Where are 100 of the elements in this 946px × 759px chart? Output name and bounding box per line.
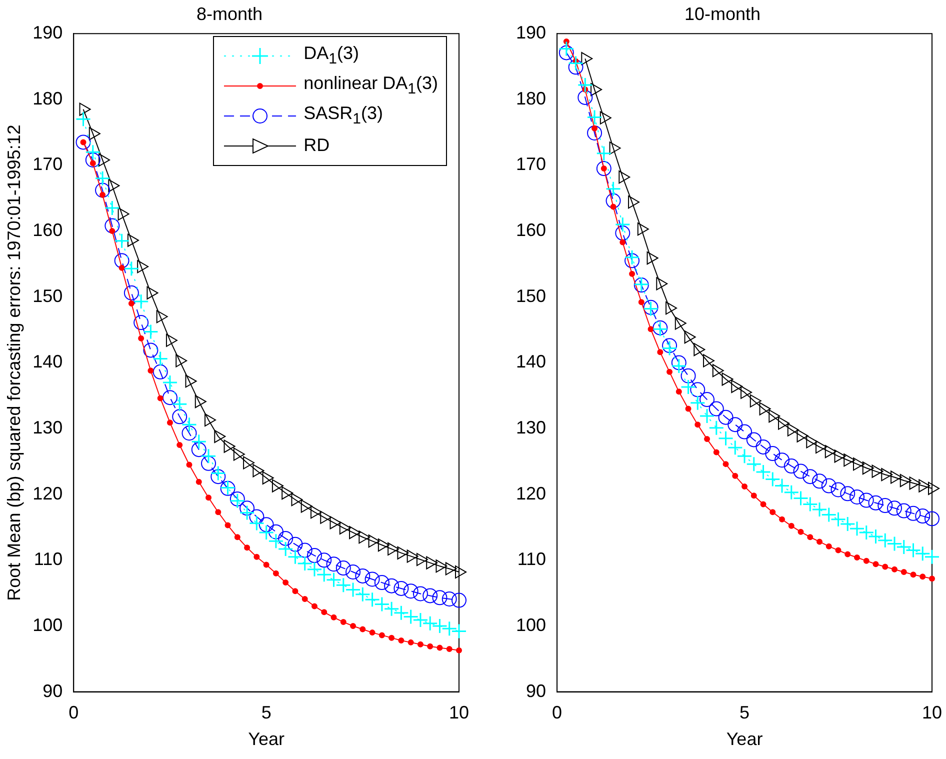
point bbox=[432, 590, 448, 606]
point bbox=[858, 524, 874, 540]
y-tick-label: 180 bbox=[516, 88, 546, 108]
point bbox=[674, 316, 686, 330]
point bbox=[249, 509, 264, 524]
point bbox=[432, 618, 448, 634]
point bbox=[374, 575, 390, 590]
point bbox=[816, 538, 823, 545]
point bbox=[680, 368, 696, 384]
point bbox=[750, 394, 762, 408]
point bbox=[427, 643, 434, 650]
legend-label: RD bbox=[304, 135, 330, 156]
chart-title: 10-month bbox=[684, 4, 761, 24]
point bbox=[456, 647, 462, 654]
point bbox=[268, 524, 284, 540]
point bbox=[722, 461, 729, 468]
point bbox=[600, 111, 612, 124]
point bbox=[152, 351, 168, 366]
point bbox=[292, 588, 298, 594]
point bbox=[872, 561, 879, 568]
point bbox=[770, 509, 776, 516]
point bbox=[854, 554, 860, 561]
point bbox=[924, 511, 940, 526]
point bbox=[900, 569, 907, 576]
y-axis-title: Root Mean (bp) squared forcasting errors: 1970:01-1995:12 bbox=[4, 124, 24, 601]
point bbox=[258, 517, 274, 532]
point bbox=[128, 300, 134, 306]
point bbox=[157, 395, 164, 402]
point bbox=[436, 644, 443, 651]
point bbox=[638, 299, 644, 306]
point bbox=[699, 408, 715, 424]
point bbox=[558, 40, 574, 56]
point bbox=[685, 406, 692, 412]
legend-label: nonlinear DA$_{1}$(3) bbox=[304, 73, 438, 98]
point bbox=[708, 420, 724, 436]
point bbox=[648, 326, 654, 332]
point bbox=[802, 469, 818, 484]
point bbox=[868, 528, 884, 544]
point bbox=[887, 500, 902, 516]
y-tick-label: 110 bbox=[34, 549, 63, 570]
point bbox=[671, 358, 687, 374]
point bbox=[272, 479, 284, 492]
point bbox=[586, 109, 602, 125]
point bbox=[615, 226, 630, 241]
point bbox=[321, 609, 328, 616]
point bbox=[587, 125, 602, 140]
point bbox=[378, 632, 385, 638]
point bbox=[374, 596, 390, 612]
point bbox=[914, 546, 930, 562]
point bbox=[330, 614, 337, 620]
point bbox=[310, 506, 322, 519]
point bbox=[316, 552, 332, 568]
point bbox=[718, 410, 734, 425]
point bbox=[624, 253, 640, 268]
point bbox=[728, 417, 743, 432]
point bbox=[835, 547, 842, 554]
point bbox=[924, 549, 940, 565]
point bbox=[596, 161, 612, 176]
point bbox=[807, 534, 814, 540]
point bbox=[240, 500, 255, 516]
point bbox=[671, 355, 686, 370]
point bbox=[779, 516, 786, 522]
y-tick-label: 180 bbox=[32, 88, 63, 108]
point bbox=[200, 448, 216, 464]
point bbox=[114, 253, 130, 268]
point bbox=[606, 181, 622, 197]
y-tick-label: 190 bbox=[32, 22, 63, 43]
legend-label: SASR$_{1}$(3) bbox=[304, 103, 383, 128]
point bbox=[176, 442, 183, 448]
point bbox=[403, 609, 419, 625]
point bbox=[186, 462, 192, 468]
legend-label: DA$_{1}$(3) bbox=[304, 43, 359, 68]
point bbox=[592, 125, 598, 132]
point bbox=[577, 77, 593, 93]
point bbox=[700, 392, 715, 408]
point bbox=[878, 498, 893, 514]
point bbox=[774, 452, 790, 468]
point bbox=[568, 55, 584, 71]
point bbox=[422, 588, 438, 604]
point bbox=[336, 560, 351, 576]
point bbox=[378, 538, 390, 552]
y-tick-label: 140 bbox=[32, 352, 63, 372]
point bbox=[384, 578, 400, 594]
y-tick-label: 190 bbox=[516, 22, 546, 43]
point bbox=[690, 395, 706, 411]
x-axis-title: Year bbox=[248, 729, 285, 750]
point bbox=[620, 239, 626, 246]
point bbox=[124, 260, 140, 276]
point bbox=[826, 543, 832, 550]
point bbox=[393, 605, 409, 621]
y-tick-label: 130 bbox=[32, 417, 63, 438]
point bbox=[840, 486, 856, 502]
point bbox=[355, 568, 370, 584]
point bbox=[558, 45, 574, 60]
point bbox=[109, 228, 116, 234]
point bbox=[900, 474, 912, 488]
y-tick-label: 170 bbox=[32, 154, 63, 174]
point bbox=[614, 216, 630, 232]
point bbox=[756, 439, 771, 454]
point bbox=[877, 532, 893, 548]
